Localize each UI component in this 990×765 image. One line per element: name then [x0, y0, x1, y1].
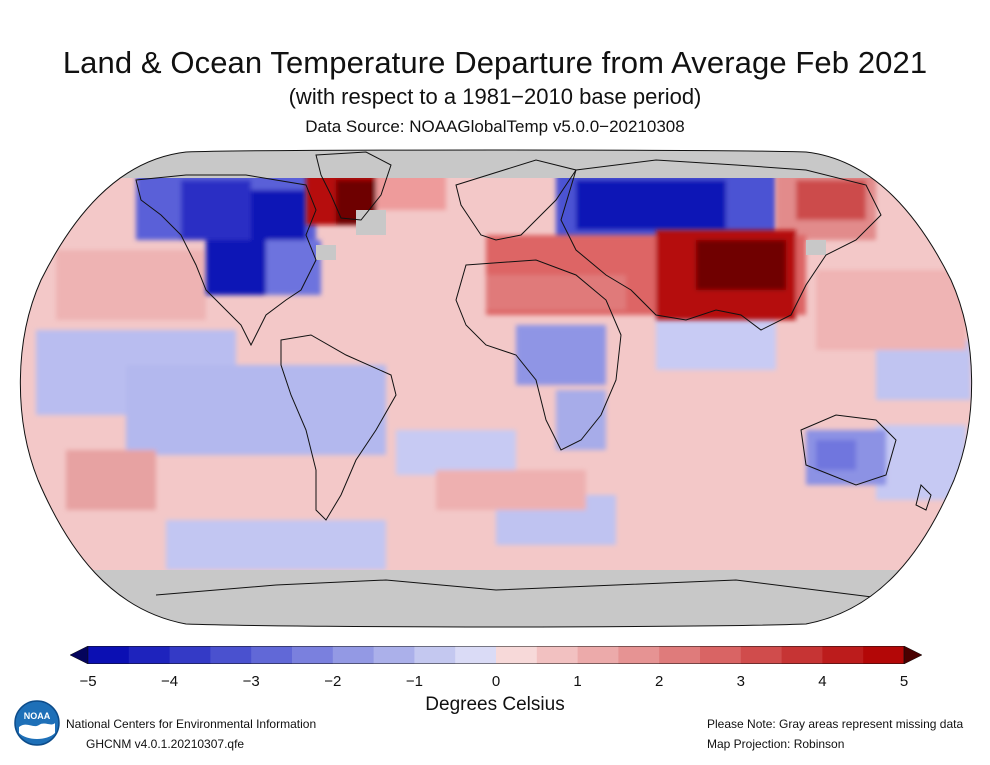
projection-note: Map Projection: Robinson	[707, 737, 845, 751]
data-source: Data Source: NOAAGlobalTemp v5.0.0−20210…	[305, 117, 685, 136]
colorbar-bin	[700, 646, 742, 664]
colorbar-bin	[659, 646, 701, 664]
colorbar-bin	[822, 646, 864, 664]
org-name: National Centers for Environmental Infor…	[66, 717, 317, 731]
colorbar-bin	[740, 646, 783, 664]
globe-outline	[19, 149, 973, 628]
colorbar-bin	[251, 646, 293, 664]
siberia-cold-core	[576, 180, 726, 230]
colorbar-tick-label: −3	[242, 673, 260, 690]
missing-patch-1	[356, 210, 386, 235]
colorbar-frame	[87, 646, 905, 664]
colorbar-bin	[781, 646, 823, 664]
coastlines	[135, 151, 932, 601]
map-subtitle: (with respect to a 1981−2010 base period…	[288, 84, 702, 109]
colorbar-bin	[577, 646, 619, 664]
antarctic-missing	[20, 570, 972, 627]
colorbar-tick-label: 5	[899, 673, 909, 690]
colorbar-bin	[414, 646, 456, 664]
dataset-version: GHCNM v4.0.1.20210307.qfe	[86, 737, 245, 751]
colorbar-bin	[618, 646, 660, 664]
colorbar-tick-label: 2	[655, 673, 664, 690]
arctic-missing	[20, 150, 972, 178]
colorbar-bin	[292, 646, 334, 664]
colorbar-label: Degrees Celsius	[425, 694, 565, 715]
china-warm-core	[696, 240, 786, 290]
colorbar-arrow-right	[903, 645, 923, 665]
southern-africa-cool	[556, 390, 606, 450]
colorbar-bin	[863, 646, 905, 664]
southern-pacific-cool	[166, 520, 386, 570]
colorbar-tick-label: −2	[324, 673, 342, 690]
colorbar-tick-label: 1	[573, 673, 582, 690]
colorbar-bin	[128, 646, 171, 664]
south-atlantic-warm	[436, 470, 586, 510]
south-atlantic-cool	[396, 430, 516, 475]
colorbar-bin	[210, 646, 252, 664]
noaa-logo: NOAA	[13, 699, 61, 747]
colorbar-bin	[88, 646, 130, 664]
colorbar-arrow-left	[69, 645, 89, 665]
colorbar-tick-label: 0	[491, 673, 501, 690]
colorbar-bin	[373, 646, 415, 664]
central-africa-cool	[516, 325, 606, 385]
logo-text: NOAA	[24, 711, 51, 721]
colorbar-tick-label: −4	[161, 673, 179, 690]
map-title: Land & Ocean Temperature Departure from …	[62, 45, 928, 80]
colorbar-bin	[169, 646, 211, 664]
west-pacific-warm	[816, 270, 966, 350]
australia-cool-core	[816, 440, 856, 470]
missing-patch-2	[806, 240, 826, 255]
east-pacific-cool	[126, 365, 386, 455]
east-siberia-warm-core	[796, 180, 866, 220]
colorbar-bin	[536, 646, 579, 664]
middle-east-warm	[486, 275, 626, 310]
south-pacific-warm	[66, 450, 156, 510]
missing-patch-3	[316, 245, 336, 260]
colorbar-tick-label: −5	[79, 673, 97, 690]
world-map	[16, 140, 976, 630]
colorbar-bin	[496, 646, 538, 664]
western-canada-cold	[181, 180, 251, 240]
colorbar	[69, 645, 923, 665]
colorbar-bin	[332, 646, 375, 664]
missing-data-note: Please Note: Gray areas represent missin…	[707, 717, 964, 731]
colorbar-tick-label: −1	[405, 673, 423, 690]
colorbar-tick-label: 4	[818, 673, 827, 690]
north-pacific-warm	[56, 250, 206, 320]
colorbar-tick-label: 3	[736, 673, 745, 690]
colorbar-bin	[455, 646, 497, 664]
